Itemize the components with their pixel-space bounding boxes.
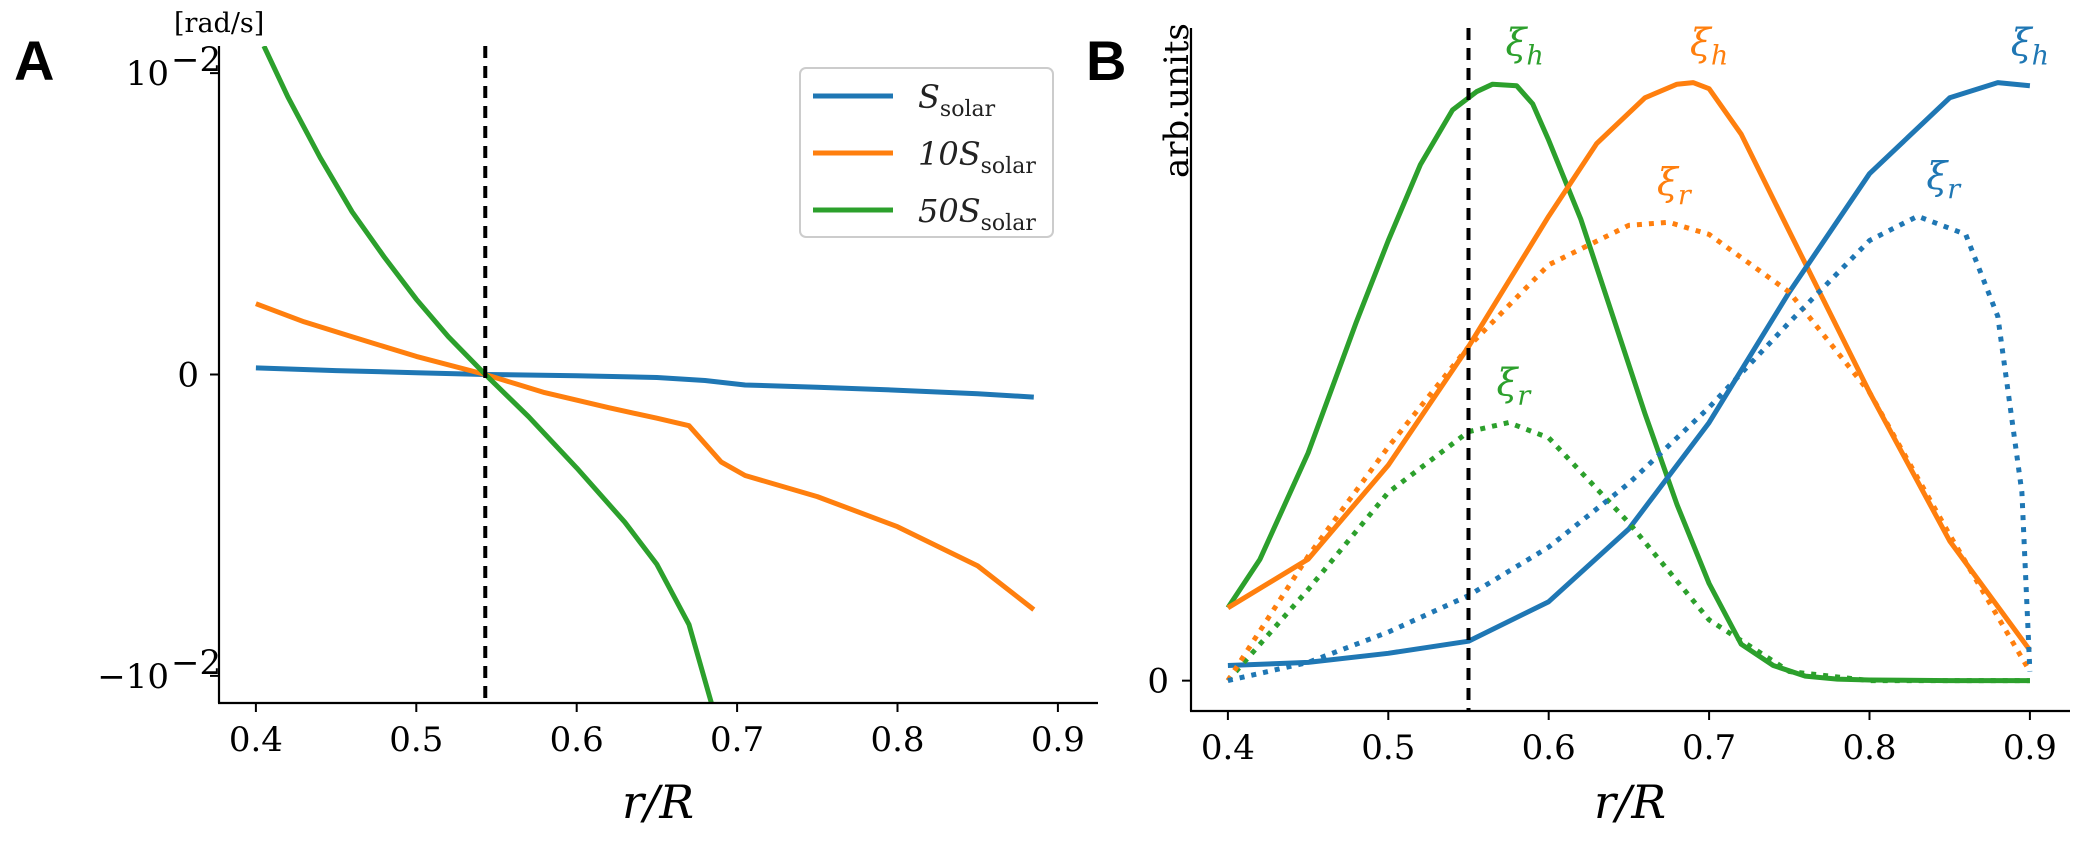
annotation-xi-h: ξh	[1690, 20, 1728, 71]
panel-label-a: A	[14, 29, 54, 92]
plot-area-a: 0.4 0.5 0.6 0.7 0.8 0.910 −20−10 −2	[97, 40, 1085, 760]
x-tick-label-b: 0.4	[1201, 728, 1255, 768]
y-unit-label: [rad/s]	[174, 8, 264, 39]
x-tick-label-b: 0.9	[2003, 728, 2057, 768]
annotation-xi-h: ξh	[2011, 20, 2049, 71]
x-tick-label-a: 0.4	[229, 720, 283, 760]
annotation-xi-r: ξr	[1926, 154, 1962, 205]
panel-label-b: B	[1086, 29, 1126, 92]
legend: Ssolar 10Ssolar 50Ssolar	[799, 67, 1054, 238]
series-line-50s-solar	[261, 46, 714, 703]
x-tick-label-b: 0.6	[1522, 728, 1576, 768]
x-tick-label-a: 0.8	[870, 720, 924, 760]
annotation-xi-h: ξh	[1505, 20, 1543, 71]
legend-box	[799, 67, 1054, 238]
annotation-xi-r: ξr	[1657, 160, 1693, 211]
series-line-10s-solar	[255, 301, 1036, 612]
series-line-xi-r-10s-solar	[1225, 219, 2033, 682]
x-tick-label-b: 0.5	[1361, 728, 1415, 768]
legend-label-10s-solar: 10Ssolar	[918, 135, 1036, 179]
x-tick-label-a: 0.9	[1031, 720, 1085, 760]
y-tick-label-a: 0	[177, 356, 199, 396]
plot-area-b: 0.4 0.5 0.6 0.7 0.8 0.9 0 ξh ξh ξh ξr ξr ξr	[1147, 20, 2057, 768]
x-axis-label-a: r/R	[622, 775, 694, 829]
series-line-xi-h-s-solar	[1227, 80, 2031, 668]
y-tick-label-b: 0	[1147, 662, 1169, 702]
legend-label-50s-solar: 50Ssolar	[918, 192, 1036, 236]
panel-a: A [rad/s] 0.4 0.5 0.6 0.7 0.8 0.910 −20−10 −2 r…	[14, 8, 1098, 829]
x-tick-label-a: 0.6	[550, 720, 604, 760]
x-tick-label-b: 0.8	[1842, 728, 1896, 768]
x-tick-label-a: 0.7	[710, 720, 764, 760]
x-tick-label-b: 0.7	[1682, 728, 1736, 768]
y-tick-label-a: −10	[97, 657, 169, 697]
annotation-xi-r: ξr	[1496, 360, 1532, 411]
y-tick-label-a: 10	[126, 54, 169, 94]
y-tick-exponent-a: −2	[171, 643, 221, 683]
series-line-xi-h-10s-solar	[1226, 80, 2032, 652]
x-axis-label-b: r/R	[1594, 775, 1666, 829]
y-tick-exponent-a: −2	[171, 40, 221, 80]
series-line-xi-r-50s-solar	[1226, 419, 2030, 684]
series-line-s-solar	[255, 365, 1034, 400]
x-tick-label-a: 0.5	[389, 720, 443, 760]
legend-label-s-solar: Ssolar	[918, 78, 996, 122]
series-line-xi-r-s-solar	[1227, 213, 2033, 684]
series-line-xi-h-50s-solar	[1225, 81, 2030, 684]
